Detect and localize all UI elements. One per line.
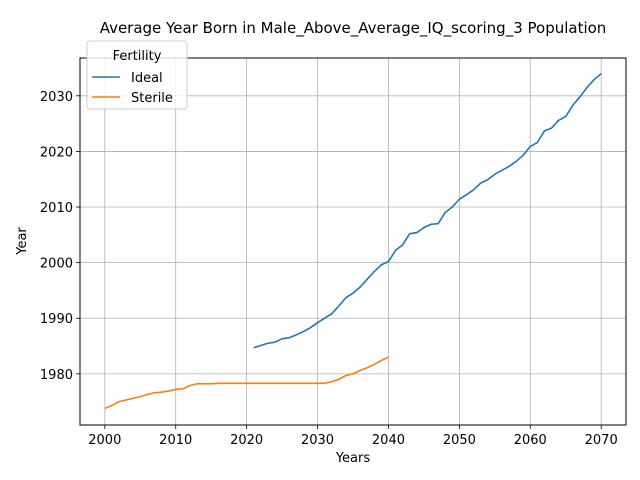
ticks: 2000 2010 2020 2030 2040 2050 2060 2070 1980 1990…: [40, 90, 618, 448]
y-tick-label: 2030: [40, 90, 73, 105]
series-layer: [104, 72, 602, 410]
series-line-ideal: [253, 72, 602, 349]
x-axis-label: Years: [335, 451, 371, 466]
plot-frame: [79, 57, 627, 426]
chart-title: Average Year Born in Male_Above_Average_…: [100, 19, 607, 38]
x-tick-label: 2070: [585, 433, 618, 448]
y-axis-label: Year: [15, 227, 30, 256]
legend: Fertility Ideal Sterile: [86, 40, 188, 110]
x-tick-label: 2020: [230, 433, 263, 448]
x-tick-label: 2010: [159, 433, 192, 448]
x-tick-label: 2060: [514, 433, 547, 448]
series-line-sterile: [104, 356, 389, 410]
y-tick-label: 1980: [40, 368, 73, 383]
x-tick-label: 2050: [443, 433, 476, 448]
legend-label-ideal: Ideal: [131, 71, 163, 86]
y-tick-label: 2010: [40, 201, 73, 216]
y-tick-label: 2020: [40, 145, 73, 160]
x-tick-label: 2040: [372, 433, 405, 448]
grid: [80, 58, 626, 425]
legend-title: Fertility: [113, 49, 162, 64]
y-tick-label: 1990: [40, 312, 73, 327]
x-tick-label: 2000: [88, 433, 121, 448]
x-tick-label: 2030: [301, 433, 334, 448]
legend-box: [86, 40, 188, 110]
legend-label-sterile: Sterile: [131, 91, 173, 106]
y-tick-label: 2000: [40, 257, 73, 272]
